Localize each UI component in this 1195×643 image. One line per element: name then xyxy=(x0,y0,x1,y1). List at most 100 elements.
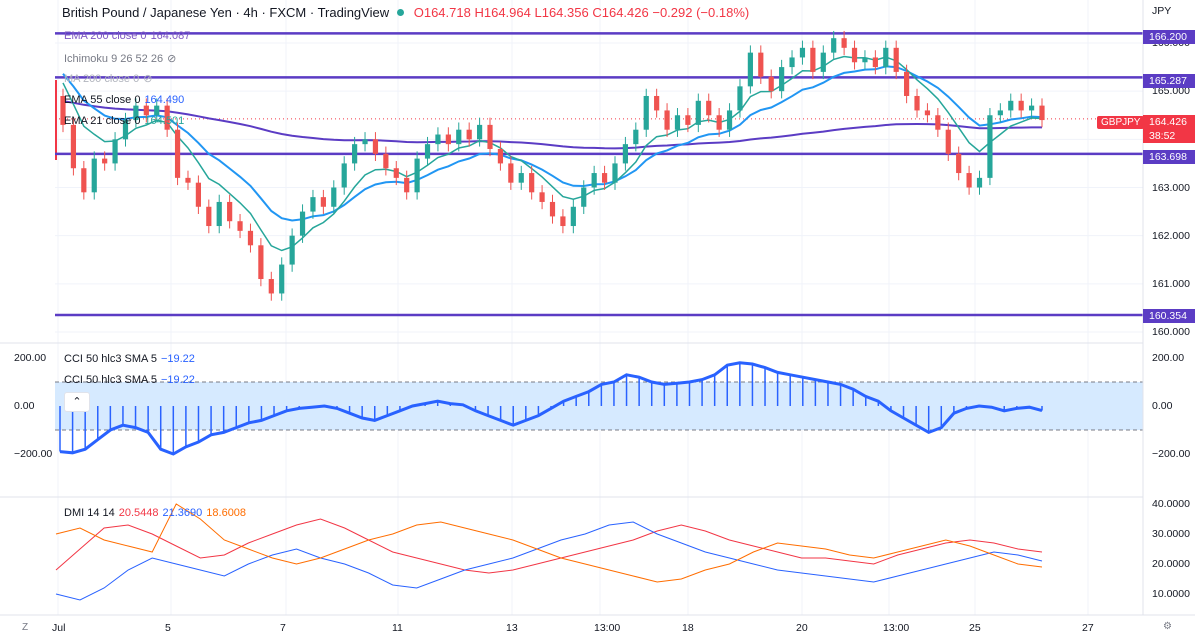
horizontal-levels[interactable] xyxy=(55,32,1143,317)
candle-body xyxy=(164,105,170,130)
level-tag-163698[interactable]: 163.698 xyxy=(1143,150,1195,164)
cci-line xyxy=(59,361,1043,456)
current-price-tag: 164.426 xyxy=(1143,115,1195,129)
ohlc-close: C164.426 xyxy=(592,5,649,20)
level-tag-166200[interactable]: 166.200 xyxy=(1143,30,1195,44)
candle-body xyxy=(685,115,691,125)
time-axis-label: 13:00 xyxy=(594,622,621,634)
candle-body xyxy=(70,124,77,169)
candle-body xyxy=(258,245,264,280)
candle-body xyxy=(320,197,326,207)
candle-body xyxy=(883,47,889,68)
candle-body xyxy=(862,57,868,63)
symbol-title[interactable]: British Pound / Japanese Yen · 4h · FXCM… xyxy=(62,5,390,20)
candle-body xyxy=(372,139,379,154)
ema55-line xyxy=(62,65,1043,222)
candle-body xyxy=(779,67,785,92)
candle-body xyxy=(143,105,149,116)
price-axis-label: 161.000 xyxy=(1152,277,1190,290)
level-tag-165287[interactable]: 165.287 xyxy=(1143,74,1195,88)
dmi-orange-line xyxy=(55,503,1043,583)
candle-body xyxy=(997,110,1003,116)
candles[interactable] xyxy=(60,30,1045,301)
legend-ema55[interactable]: EMA 55 close 0 164.490 xyxy=(64,94,185,106)
candle-body xyxy=(279,264,285,294)
ema200-line xyxy=(62,100,1042,150)
legend-cci-1[interactable]: CCI 50 hlc3 SMA 5 −19.22 xyxy=(64,353,195,365)
legend-dmi[interactable]: DMI 14 14 20.5448 21.3690 18.6008 xyxy=(64,507,247,519)
candle-body xyxy=(122,120,129,140)
candle-body xyxy=(612,163,618,183)
candle-body xyxy=(747,52,753,87)
candle-body xyxy=(466,129,472,140)
candle-body xyxy=(112,139,118,164)
symbol-header[interactable]: British Pound / Japanese Yen · 4h · FXCM… xyxy=(62,5,749,20)
cci-axis-label-left: 0.00 xyxy=(14,400,35,412)
candle-body xyxy=(622,144,629,164)
candle-body xyxy=(935,115,941,130)
price-axis-label: 165.000 xyxy=(1152,85,1190,98)
candle-body xyxy=(570,206,576,227)
candle-body xyxy=(831,38,837,53)
candle-body xyxy=(154,105,160,116)
time-axis-label: 7 xyxy=(280,622,286,634)
hidden-eye-icon[interactable]: ⊘ xyxy=(143,73,153,85)
candle-body xyxy=(549,201,556,217)
candle-body xyxy=(820,52,826,72)
undo-icon[interactable]: Z xyxy=(22,622,29,633)
candle-body xyxy=(904,71,910,96)
candle-body xyxy=(706,100,712,116)
candle-body xyxy=(799,47,806,58)
candle-body xyxy=(695,100,701,125)
candle-body xyxy=(227,201,233,222)
legend-ichimoku[interactable]: Ichimoku 9 26 52 26 ⊘ xyxy=(64,53,177,65)
candle-body xyxy=(591,173,597,188)
candle-body xyxy=(789,57,795,68)
candle-body xyxy=(976,177,983,188)
candle-body xyxy=(737,86,743,111)
candle-body xyxy=(174,129,181,178)
candle-body xyxy=(424,144,431,159)
candle-body xyxy=(289,235,295,265)
candle-body xyxy=(487,124,493,149)
candle-body xyxy=(310,197,316,212)
moving-averages xyxy=(62,55,1043,252)
candle-body xyxy=(560,216,566,227)
price-axis-label: 163.000 xyxy=(1152,181,1190,194)
time-axis-label: 27 xyxy=(1082,622,1094,634)
candle-body xyxy=(60,95,66,125)
candle-body xyxy=(643,95,649,130)
dmi-axis-label: 40.0000 xyxy=(1152,498,1190,510)
cci-axis-label-left: −200.00 xyxy=(14,448,53,460)
legend-ema21[interactable]: EMA 21 close 0 164.501 xyxy=(64,115,185,127)
legend-ma200[interactable]: MA 200 close 0 ⊘ xyxy=(64,73,153,85)
candle-body xyxy=(987,115,993,178)
dmi-pane xyxy=(55,503,1043,601)
ohlc-open: O164.718 xyxy=(413,5,471,20)
dmi-red-line xyxy=(55,518,1043,574)
time-axis-label: 20 xyxy=(796,622,808,634)
cci-axis-label: 0.00 xyxy=(1152,400,1173,412)
dmi-axis-label: 10.0000 xyxy=(1152,588,1190,600)
candle-body xyxy=(195,182,201,207)
time-axis-label: 25 xyxy=(969,622,981,634)
candle-body xyxy=(352,144,358,164)
candle-body xyxy=(185,177,191,183)
legend-ema200[interactable]: EMA 200 close 0 164.087 xyxy=(64,30,191,42)
hidden-eye-icon[interactable]: ⊘ xyxy=(167,53,177,65)
collapse-up-icon[interactable]: ⌃ xyxy=(64,392,90,412)
currency-selector[interactable]: JPY xyxy=(1152,5,1172,17)
price-axis-label: 162.000 xyxy=(1152,229,1190,242)
candle-body xyxy=(529,173,535,193)
candle-body xyxy=(716,115,722,130)
candle-body xyxy=(1028,105,1035,111)
settings-gear-icon[interactable]: ⚙ xyxy=(1163,621,1172,632)
legend-cci-2[interactable]: CCI 50 hlc3 SMA 5 −19.22 xyxy=(64,374,195,386)
candle-body xyxy=(726,110,733,130)
candle-body xyxy=(133,105,139,121)
candle-body xyxy=(768,76,774,92)
dmi-blue-line xyxy=(55,521,1043,601)
candle-body xyxy=(247,230,254,246)
level-tag-160354[interactable]: 160.354 xyxy=(1143,309,1195,323)
